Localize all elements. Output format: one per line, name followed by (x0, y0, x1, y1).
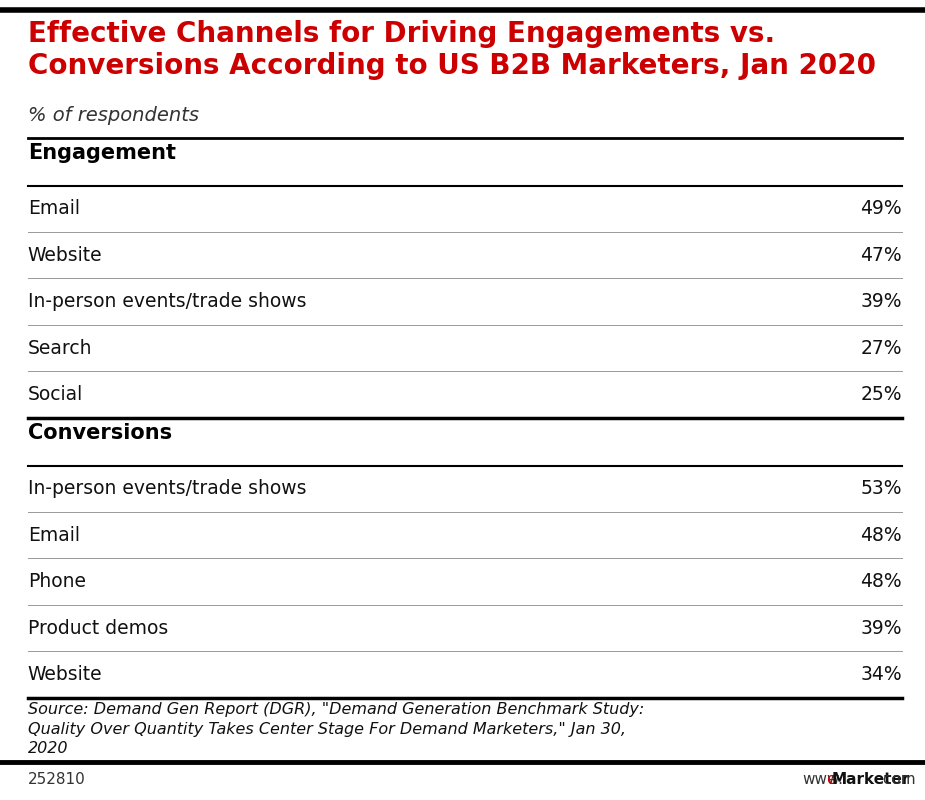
Text: In-person events/trade shows: In-person events/trade shows (28, 479, 306, 498)
Text: 48%: 48% (860, 572, 902, 591)
Text: Website: Website (28, 246, 103, 265)
Text: 48%: 48% (860, 526, 902, 545)
Text: 53%: 53% (860, 479, 902, 498)
Text: In-person events/trade shows: In-person events/trade shows (28, 292, 306, 311)
Text: Product demos: Product demos (28, 618, 168, 638)
Text: Email: Email (28, 199, 80, 218)
Text: % of respondents: % of respondents (28, 106, 199, 125)
Text: 34%: 34% (860, 665, 902, 684)
Text: Search: Search (28, 338, 92, 358)
Text: e: e (826, 773, 835, 787)
Text: Engagement: Engagement (28, 143, 176, 163)
Text: 47%: 47% (860, 246, 902, 265)
Text: Website: Website (28, 665, 103, 684)
Text: Source: Demand Gen Report (DGR), "Demand Generation Benchmark Study:
Quality Ove: Source: Demand Gen Report (DGR), "Demand… (28, 702, 644, 756)
Text: 49%: 49% (860, 199, 902, 218)
Text: 252810: 252810 (28, 773, 85, 787)
Text: Effective Channels for Driving Engagements vs.
Conversions According to US B2B M: Effective Channels for Driving Engagemen… (28, 20, 876, 80)
Text: Phone: Phone (28, 572, 86, 591)
Text: 39%: 39% (860, 292, 902, 311)
Text: Marketer: Marketer (832, 773, 910, 787)
Text: 39%: 39% (860, 618, 902, 638)
Text: 25%: 25% (860, 385, 902, 404)
Text: Conversions: Conversions (28, 423, 172, 443)
Text: www.: www. (803, 773, 844, 787)
Text: .com: .com (879, 773, 916, 787)
Text: Email: Email (28, 526, 80, 545)
Text: Social: Social (28, 385, 83, 404)
Text: 27%: 27% (860, 338, 902, 358)
